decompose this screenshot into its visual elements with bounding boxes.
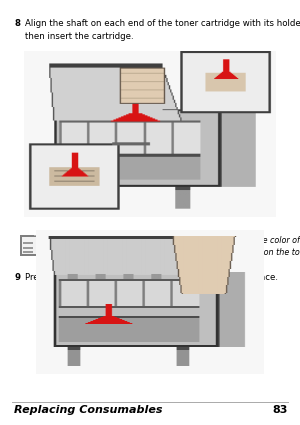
Text: Replacing Consumables: Replacing Consumables: [14, 405, 163, 415]
Text: Press down on the toner cartridge until it snaps into place.: Press down on the toner cartridge until …: [25, 273, 278, 282]
Text: 9: 9: [14, 273, 20, 282]
Text: 83: 83: [273, 405, 288, 415]
Text: Before inserting the toner cartridge, make sure that the color of the
toner cart: Before inserting the toner cartridge, ma…: [44, 236, 300, 269]
Text: 8: 8: [14, 19, 20, 28]
Text: Align the shaft on each end of the toner cartridge with its holders, and
then in: Align the shaft on each end of the toner…: [25, 19, 300, 41]
